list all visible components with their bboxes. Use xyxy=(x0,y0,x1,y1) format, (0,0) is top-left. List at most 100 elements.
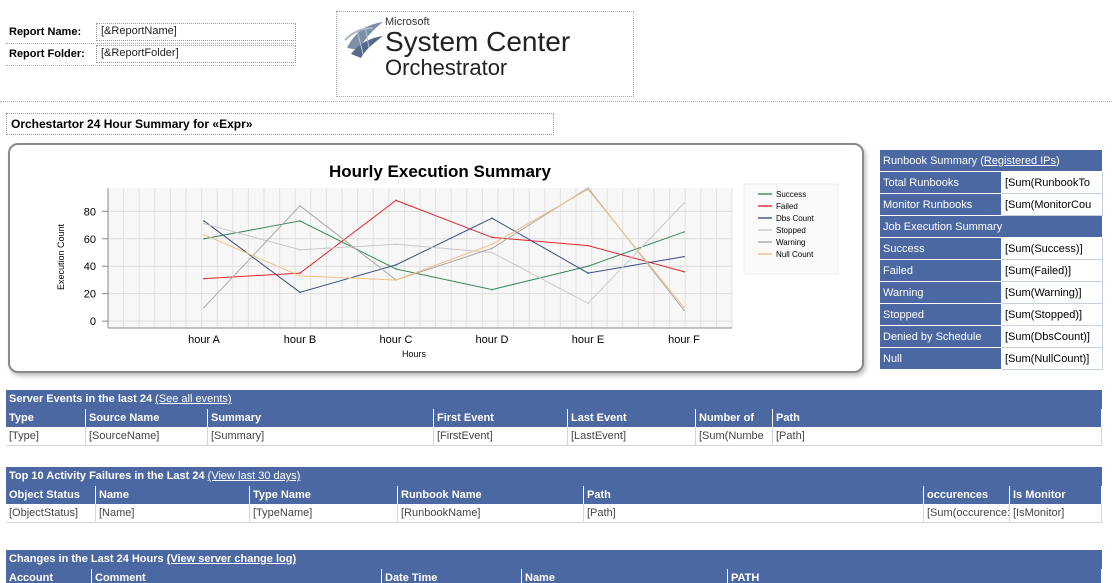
job-failed-value: [Sum(Failed)] xyxy=(1001,259,1103,282)
monitor-runbooks-label: Monitor Runbooks xyxy=(879,193,1002,216)
changes-header-row: Account Comment Date Time Name PATH xyxy=(6,569,1102,583)
chart-legend: Success Failed Dbs Count Stopped Warning Null… xyxy=(743,183,839,275)
cell-summary: [Summary] xyxy=(208,427,434,445)
x-tick-label: hour C xyxy=(379,334,412,346)
activity-failures-header-row: Object Status Name Type Name Runbook Nam… xyxy=(6,486,1102,504)
job-denied-value: [Sum(DbsCount)] xyxy=(1001,325,1103,348)
y-axis-label: Execution Count xyxy=(56,223,66,290)
col-object-status: Object Status xyxy=(6,486,96,504)
job-warning-label: Warning xyxy=(879,281,1002,304)
view-server-change-log-link[interactable]: (View server change log) xyxy=(166,553,297,565)
legend-entry: Warning xyxy=(776,238,806,247)
activity-failures-bar: Top 10 Activity Failures in the Last 24 … xyxy=(6,467,1102,486)
cell-runbook-name: [RunbookName] xyxy=(398,504,584,522)
job-success-value: [Sum(Success)] xyxy=(1001,237,1103,260)
cell-first-event: [FirstEvent] xyxy=(434,427,568,445)
cell-last-event: [LastEvent] xyxy=(568,427,696,445)
registered-ips-link[interactable]: Registered IPs xyxy=(983,154,1057,167)
legend-entry: Null Count xyxy=(776,250,814,259)
col-occurences: occurences xyxy=(924,486,1010,504)
job-null-value: [Sum(NullCount)] xyxy=(1001,347,1103,370)
col-comment: Comment xyxy=(92,569,382,583)
col-last-event: Last Event xyxy=(568,409,696,427)
total-runbooks-label: Total Runbooks xyxy=(879,171,1002,194)
x-tick-label: hour A xyxy=(188,334,220,346)
cell-object-status: [ObjectStatus] xyxy=(6,504,96,522)
table-row: [Type] [SourceName] [Summary] [FirstEven… xyxy=(6,427,1102,446)
server-events-header-row: Type Source Name Summary First Event Las… xyxy=(6,409,1102,427)
job-warning-value: [Sum(Warning)] xyxy=(1001,281,1103,304)
view-last-30-days-link[interactable]: (View last 30 days) xyxy=(207,470,301,482)
server-events-bar: Server Events in the last 24 (See all ev… xyxy=(6,390,1102,409)
report-name-value: [&ReportName] xyxy=(96,23,296,41)
col-account: Account xyxy=(6,569,92,583)
y-tick-label: 0 xyxy=(90,316,96,328)
page-divider xyxy=(0,101,1112,102)
data-point xyxy=(587,188,589,191)
x-axis-label: Hours xyxy=(402,349,427,359)
col-is-monitor: Is Monitor xyxy=(1010,486,1102,504)
monitor-runbooks-value: [Sum(MonitorCou xyxy=(1001,193,1103,216)
col-path-upper: PATH xyxy=(728,569,1102,583)
activity-failures-section: Top 10 Activity Failures in the Last 24 … xyxy=(6,467,1102,523)
cell-occurences: [Sum(occurence: xyxy=(924,504,1010,522)
job-success-label: Success xyxy=(879,237,1002,260)
chart-axes: 0 20 40 60 80 hour A hour B hour C hour D hour E h… xyxy=(84,188,732,346)
see-all-events-link[interactable]: (See all events) xyxy=(155,393,232,405)
data-point xyxy=(203,237,205,240)
data-point xyxy=(491,251,493,254)
data-point xyxy=(395,199,397,202)
orchestrator-logo-icon xyxy=(344,22,383,58)
data-point xyxy=(683,255,685,258)
header-divider xyxy=(6,43,296,44)
cell-source-name: [SourceName] xyxy=(86,427,208,445)
data-point xyxy=(491,217,493,219)
data-point xyxy=(683,306,685,309)
runbook-summary-title-suffix: ) xyxy=(1056,154,1060,167)
data-point xyxy=(395,264,397,266)
cell-is-monitor: [IsMonitor] xyxy=(1010,504,1102,522)
col-number-of: Number of xyxy=(696,409,773,427)
col-runbook-name: Runbook Name xyxy=(398,486,584,504)
x-tick-label: hour E xyxy=(572,334,604,346)
report-name-label: Report Name: xyxy=(9,26,82,38)
col-name: Name xyxy=(96,486,250,504)
chart-gridlines xyxy=(107,188,733,328)
data-point xyxy=(587,187,589,189)
data-point xyxy=(299,205,301,207)
changes-section: Changes in the Last 24 Hours (View serve… xyxy=(6,550,1102,583)
legend-entry: Success xyxy=(776,190,806,199)
col-type-name: Type Name xyxy=(250,486,398,504)
legend-entry: Dbs Count xyxy=(776,214,815,223)
col-date-time: Date Time xyxy=(382,569,522,583)
hourly-execution-chart: Hourly Execution Summary 0 20 40 60 80 hour A… xyxy=(56,162,839,359)
col-type: Type xyxy=(6,409,86,427)
legend-entry: Failed xyxy=(776,202,798,211)
chart-frame: Hourly Execution Summary 0 20 40 60 80 hour A… xyxy=(8,143,864,373)
data-point xyxy=(587,302,589,305)
data-point xyxy=(587,265,589,268)
y-tick-label: 60 xyxy=(84,234,96,246)
header-divider xyxy=(6,65,296,66)
runbook-summary-title: Runbook Summary ( xyxy=(883,154,984,167)
data-point xyxy=(683,309,685,311)
cell-type: [Type] xyxy=(6,427,86,445)
job-summary-header: Job Execution Summary xyxy=(879,215,1103,238)
chart-title: Hourly Execution Summary xyxy=(329,162,552,181)
data-point xyxy=(299,275,301,277)
data-point xyxy=(203,277,205,280)
data-point xyxy=(203,233,205,236)
data-point xyxy=(299,291,301,294)
job-failed-label: Failed xyxy=(879,259,1002,282)
changes-bar: Changes in the Last 24 Hours (View serve… xyxy=(6,550,1102,569)
data-point xyxy=(683,231,685,233)
series-line-stopped xyxy=(203,202,685,304)
cell-path: [Path] xyxy=(773,427,1102,445)
data-point xyxy=(395,279,397,281)
job-null-label: Null xyxy=(879,347,1002,370)
cell-type-name: [TypeName] xyxy=(250,504,398,522)
job-stopped-label: Stopped xyxy=(879,303,1002,326)
logo-brand: Microsoft xyxy=(385,16,430,28)
cell-path: [Path] xyxy=(584,504,924,522)
data-point xyxy=(299,272,301,274)
